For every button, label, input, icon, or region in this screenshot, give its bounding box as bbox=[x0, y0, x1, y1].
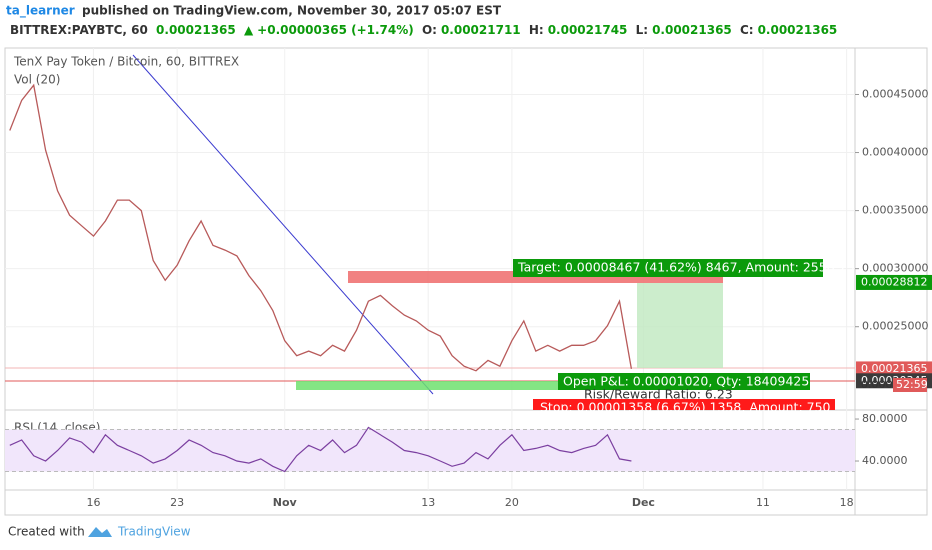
x-tick-label: Dec bbox=[632, 496, 655, 509]
stop-box bbox=[533, 399, 835, 410]
countdown-box bbox=[893, 378, 927, 392]
y-tick-label: 0.00035000 bbox=[862, 204, 928, 217]
price-tag bbox=[856, 274, 932, 290]
y-tick-label: 0.00030000 bbox=[862, 262, 928, 275]
target-box bbox=[513, 259, 823, 277]
countdown-price: 0.000 bbox=[861, 378, 893, 391]
x-tick-label: 18 bbox=[840, 496, 854, 509]
x-tick-label: 23 bbox=[170, 496, 184, 509]
countdown: 52:59 bbox=[896, 378, 928, 391]
tradingview-logo bbox=[88, 527, 112, 537]
volume-label: Vol (20) bbox=[14, 73, 60, 87]
profit-zone bbox=[637, 283, 723, 368]
x-tick-label: 13 bbox=[421, 496, 435, 509]
low-label: L: bbox=[636, 23, 648, 37]
low: 0.00021365 bbox=[652, 23, 732, 37]
trend-line bbox=[132, 54, 434, 395]
published: published on TradingView.com, November 3… bbox=[82, 4, 502, 18]
ohlc-line: BITTREX:PAYBTC, 60 0.00021365 ▲ +0.000003… bbox=[10, 23, 837, 37]
x-tick-label: Nov bbox=[273, 496, 298, 509]
chart-title: TenX Pay Token / Bitcoin, 60, BITTREX bbox=[13, 55, 239, 69]
open-label: O: bbox=[422, 23, 437, 37]
footer-created: Created with bbox=[8, 525, 85, 539]
rsi-line bbox=[9, 426, 632, 473]
price-tag-label: 0.00021365 bbox=[861, 362, 927, 375]
price-line bbox=[9, 83, 633, 372]
user[interactable]: ta_learner bbox=[6, 4, 75, 19]
change: +0.00000365 (+1.74%) bbox=[257, 23, 414, 37]
close-label: C: bbox=[740, 23, 754, 37]
stop-label: Stop: 0.00001358 (6.67%) 1358, Amount: 7… bbox=[540, 400, 831, 415]
rsi-tick-label: 40.0000 bbox=[862, 454, 908, 467]
x-tick-label: 20 bbox=[505, 496, 519, 509]
high-label: H: bbox=[529, 23, 544, 37]
target-label: Target: 0.00008467 (41.62%) 8467, Amount… bbox=[517, 260, 855, 275]
last: 0.00021365 bbox=[156, 23, 236, 37]
x-tick-label: 11 bbox=[756, 496, 770, 509]
pnl-box bbox=[558, 373, 810, 390]
x-tick-label: 16 bbox=[86, 496, 100, 509]
footer-brand[interactable]: TradingView bbox=[117, 525, 191, 539]
rsi-band bbox=[5, 429, 855, 472]
y-tick-label: 0.00045000 bbox=[862, 87, 928, 100]
price-tag bbox=[856, 361, 932, 377]
price-tag-label: 0.00028812 bbox=[861, 275, 927, 288]
rr-label: Risk/Reward Ratio: 6.23 bbox=[584, 387, 733, 402]
rsi-tick-label: 80.0000 bbox=[862, 412, 908, 425]
arrow: ▲ bbox=[244, 23, 254, 37]
open: 0.00021711 bbox=[441, 23, 521, 37]
y-tick-label: 0.00025000 bbox=[862, 320, 928, 333]
symbol: BITTREX:PAYBTC, 60 bbox=[10, 23, 148, 37]
stop-zone bbox=[296, 381, 560, 390]
high: 0.00021745 bbox=[548, 23, 628, 37]
close: 0.00021365 bbox=[758, 23, 838, 37]
pnl-label: Open P&L: 0.00001020, Qty: 18409425 bbox=[563, 374, 809, 389]
y-tick-label: 0.00040000 bbox=[862, 146, 928, 159]
